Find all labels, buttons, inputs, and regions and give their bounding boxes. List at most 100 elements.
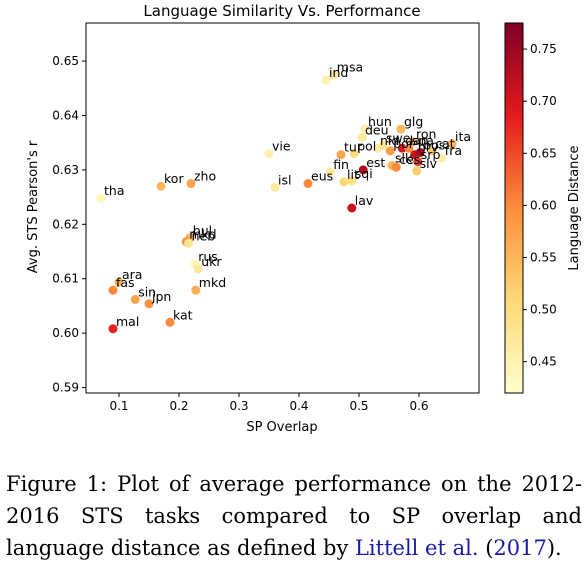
point-label: spa: [412, 133, 434, 148]
point-label: ara: [122, 267, 142, 282]
point-label: est: [366, 155, 385, 170]
data-point: [412, 166, 422, 176]
colorbar-tick-label: 0.50: [530, 303, 557, 317]
data-point: [325, 167, 335, 177]
data-point: [391, 162, 401, 172]
point-label: ron: [416, 127, 436, 142]
data-point: [156, 181, 166, 191]
point-label: dan: [405, 133, 429, 148]
scatter-points: [96, 70, 457, 334]
colorbar-tick-label: 0.70: [530, 94, 557, 108]
point-label: eus: [311, 169, 333, 184]
data-point: [408, 137, 418, 147]
x-tick-label: 0.6: [409, 399, 428, 413]
data-point: [415, 148, 425, 157]
data-point: [108, 324, 118, 334]
point-label: tha: [104, 183, 124, 198]
point-label: bul: [193, 223, 212, 238]
point-label: bos: [423, 138, 445, 153]
data-point: [360, 124, 370, 134]
data-point: [96, 193, 106, 203]
y-tick-label: 0.59: [52, 381, 79, 395]
data-point: [186, 179, 196, 189]
colorbar-label: Language Distance: [567, 145, 582, 270]
data-point: [329, 70, 339, 80]
data-point: [347, 203, 357, 213]
data-point: [321, 75, 331, 85]
point-label: mal: [116, 314, 139, 329]
point-label: glg: [404, 114, 423, 129]
x-tick-label: 0.1: [109, 399, 128, 413]
point-label: fas: [116, 275, 135, 290]
colorbar-tick-label: 0.65: [530, 146, 557, 160]
citation-year[interactable]: 2017: [493, 536, 547, 560]
data-point: [349, 149, 359, 159]
y-tick-label: 0.64: [52, 109, 79, 123]
point-label: tur: [344, 140, 363, 155]
figure-caption: Figure 1: Plot of average performance on…: [6, 468, 582, 564]
plot-frame: [85, 22, 480, 394]
point-label: lav: [355, 193, 374, 208]
data-point: [270, 182, 280, 192]
data-point: [130, 294, 140, 304]
point-label: hrv: [418, 140, 439, 155]
point-label: zho: [194, 169, 216, 184]
data-point: [191, 285, 201, 295]
y-tick-label: 0.60: [52, 326, 79, 340]
point-label: sqi: [355, 166, 373, 181]
data-point: [165, 317, 175, 327]
y-tick-label: 0.61: [52, 272, 79, 286]
x-tick-label: 0.4: [289, 399, 308, 413]
point-label: ces: [399, 152, 420, 167]
caption-text: Figure 1: Plot of average performance on…: [6, 472, 582, 560]
data-point: [397, 143, 407, 153]
x-tick-label: 0.2: [169, 399, 188, 413]
point-label: hun: [368, 114, 392, 129]
data-point: [264, 149, 274, 159]
point-label: kor: [164, 171, 184, 186]
colorbar-tick-label: 0.75: [530, 42, 557, 56]
data-point: [336, 150, 346, 160]
y-axis-ticks: 0.59 0.60 0.61 0.62 0.63 0.64 0.65: [52, 54, 86, 395]
citation-close: ).: [546, 536, 562, 560]
data-point: [357, 132, 367, 142]
point-label: deu: [365, 122, 389, 137]
point-label: fin: [333, 157, 349, 172]
chart-title: Language Similarity Vs. Performance: [143, 2, 420, 20]
data-point: [339, 177, 349, 187]
data-point: [404, 143, 414, 153]
point-label: vie: [272, 139, 291, 154]
colorbar: [504, 22, 524, 394]
data-point: [396, 124, 406, 134]
data-point: [413, 157, 423, 167]
y-tick-label: 0.65: [52, 54, 79, 68]
data-point: [378, 140, 388, 150]
data-point: [193, 264, 203, 274]
point-label: isl: [278, 172, 291, 187]
point-label: mkd: [199, 275, 226, 290]
point-label: cat: [435, 136, 455, 151]
x-tick-label: 0.3: [229, 399, 248, 413]
y-axis-label: Avg. STS Pearson's r: [26, 140, 41, 273]
data-point: [347, 176, 357, 186]
data-point: [184, 238, 194, 248]
point-label: slk: [395, 151, 413, 166]
point-label: jpn: [151, 289, 171, 304]
colorbar-tick-label: 0.45: [530, 355, 557, 369]
point-label: pol: [357, 139, 376, 154]
point-label: nld: [380, 133, 399, 148]
citation-open: (: [478, 536, 494, 560]
data-point: [303, 179, 313, 189]
point-label: por: [393, 136, 415, 151]
x-tick-label: 0.5: [349, 399, 368, 413]
point-label: lit: [347, 167, 359, 182]
point-label: sin: [138, 284, 156, 299]
y-tick-label: 0.62: [52, 217, 79, 231]
citation-author[interactable]: Littell et al.: [354, 536, 479, 560]
colorbar-ticks: 0.45 0.50 0.55 0.60 0.65 0.70 0.75: [523, 42, 557, 369]
point-label: slv: [420, 156, 438, 171]
data-point: [427, 146, 437, 156]
colorbar-tick-label: 0.55: [530, 251, 557, 265]
point-label: srp: [421, 147, 441, 162]
